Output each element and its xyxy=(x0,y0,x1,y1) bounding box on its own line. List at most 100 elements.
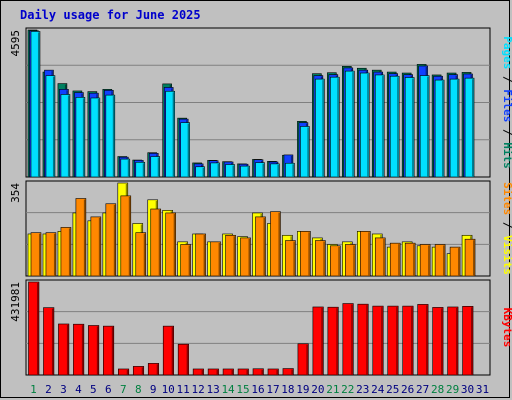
pages-files-hits-legend-part: Pages xyxy=(501,36,512,69)
kbytes-bar-5 xyxy=(88,325,100,376)
kbytes-bar-27-shade xyxy=(426,305,428,375)
pages-bar-29 xyxy=(449,78,460,178)
kbytes-legend-part: KBytes xyxy=(501,308,512,348)
kbytes-max-label: 431981 xyxy=(9,282,22,322)
sites-visits-legend-part: Visits xyxy=(501,235,512,275)
pages-bar-13 xyxy=(210,162,220,178)
sites-bar-18 xyxy=(285,240,296,277)
pages-bar-4 xyxy=(75,97,86,178)
sites-bar-8-shade xyxy=(143,233,146,276)
kbytes-legend: KBytes xyxy=(501,308,512,348)
pages-bar-7-shade xyxy=(127,160,130,177)
sites-bar-11-shade xyxy=(188,245,191,276)
kbytes-bar-10 xyxy=(162,325,174,376)
pages-bar-13-shade xyxy=(217,163,220,177)
pages-bar-16-shade xyxy=(262,163,264,177)
pages-bar-25-shade xyxy=(397,77,399,177)
sites-bar-8 xyxy=(135,232,147,277)
day-label-17: 17 xyxy=(266,383,279,396)
pages-files-hits-legend: Pages / Files / Hits xyxy=(501,36,512,169)
sites-bar-3-shade xyxy=(68,228,71,276)
sites-bar-5-shade xyxy=(98,217,101,276)
pages-bar-14-shade xyxy=(232,165,235,177)
pages-bar-15-shade xyxy=(247,167,250,177)
kbytes-bar-8 xyxy=(132,366,145,376)
sites-bar-24 xyxy=(374,237,386,277)
kbytes-bar-12-shade xyxy=(201,369,204,375)
day-label-23: 23 xyxy=(356,383,369,396)
sites-bar-5 xyxy=(90,216,102,277)
sites-bar-23 xyxy=(359,231,371,277)
pages-bar-26-shade xyxy=(412,78,414,177)
kbytes-bar-25 xyxy=(387,305,399,376)
pages-bar-28 xyxy=(434,79,445,178)
pages-bar-24-shade xyxy=(382,75,384,177)
kbytes-bar-3-shade xyxy=(66,324,69,375)
day-label-7: 7 xyxy=(120,383,127,396)
pages-bar-19-shade xyxy=(307,127,309,177)
kbytes-bar-17 xyxy=(267,368,279,376)
sites-bar-9-shade xyxy=(158,210,161,276)
kbytes-bar-8-shade xyxy=(141,367,144,375)
pages-bar-22 xyxy=(345,70,355,178)
day-label-11: 11 xyxy=(177,383,190,396)
pages-files-hits-legend-part: / xyxy=(501,122,512,142)
kbytes-bar-18 xyxy=(282,368,294,376)
sites-bar-10 xyxy=(165,212,176,277)
sites-bar-16-shade xyxy=(263,217,265,276)
day-label-28: 28 xyxy=(431,383,444,396)
kbytes-bar-9-shade xyxy=(156,364,159,375)
kbytes-bar-12 xyxy=(192,368,204,376)
pages-bar-3 xyxy=(60,94,71,178)
sites-bar-13 xyxy=(210,241,221,277)
kbytes-bar-16 xyxy=(252,368,264,376)
sites-visits-legend: Sites / Visits xyxy=(501,182,512,275)
kbytes-bar-13-shade xyxy=(216,369,219,375)
pages-bar-30 xyxy=(464,77,475,178)
sites-bar-9 xyxy=(150,208,162,277)
kbytes-bar-23-shade xyxy=(366,305,368,375)
kbytes-bar-1-shade xyxy=(36,283,39,375)
day-label-3: 3 xyxy=(60,383,67,396)
kbytes-bar-6-shade xyxy=(111,327,114,375)
pages-bar-14 xyxy=(225,164,235,178)
pages-bar-20 xyxy=(315,78,325,178)
sites-bar-30 xyxy=(464,238,476,277)
kbytes-bar-25-shade xyxy=(396,307,398,375)
day-label-30: 30 xyxy=(461,383,474,396)
sites-bar-1 xyxy=(30,232,42,277)
day-label-16: 16 xyxy=(251,383,264,396)
kbytes-bar-17-shade xyxy=(276,369,278,375)
kbytes-bar-7-shade xyxy=(126,369,129,375)
kbytes-bar-4 xyxy=(73,323,85,376)
pages-bar-23 xyxy=(359,72,370,178)
pages-bar-26 xyxy=(404,77,415,178)
kbytes-bar-2-shade xyxy=(51,308,54,375)
sites-bar-28 xyxy=(434,244,446,277)
kbytes-bar-29-shade xyxy=(456,307,458,375)
sites-bar-30-shade xyxy=(473,240,475,276)
kbytes-bar-11-shade xyxy=(186,345,189,375)
sites-bar-17-shade xyxy=(278,212,280,276)
kbytes-bar-30 xyxy=(462,306,474,376)
pages-bar-21-shade xyxy=(337,78,339,177)
day-label-22: 22 xyxy=(341,383,354,396)
day-label-25: 25 xyxy=(386,383,399,396)
pages-bar-23-shade xyxy=(367,74,369,177)
sites-bar-27 xyxy=(419,244,431,277)
sites-bar-12-shade xyxy=(203,234,206,276)
pages-bar-15 xyxy=(240,165,250,178)
pages-bar-27 xyxy=(419,75,430,178)
kbytes-bar-19-shade xyxy=(306,344,308,375)
pages-bar-5-shade xyxy=(97,98,100,177)
day-label-27: 27 xyxy=(416,383,429,396)
kbytes-bar-11 xyxy=(177,343,189,376)
sites-bar-10-shade xyxy=(173,213,176,276)
sites-bar-24-shade xyxy=(383,238,385,276)
kbytes-bar-3 xyxy=(58,323,70,376)
kbytes-bar-20-shade xyxy=(321,307,323,375)
kbytes-bar-28 xyxy=(432,307,444,376)
kbytes-bar-30-shade xyxy=(471,307,473,375)
day-label-24: 24 xyxy=(371,383,385,396)
day-label-4: 4 xyxy=(75,383,82,396)
